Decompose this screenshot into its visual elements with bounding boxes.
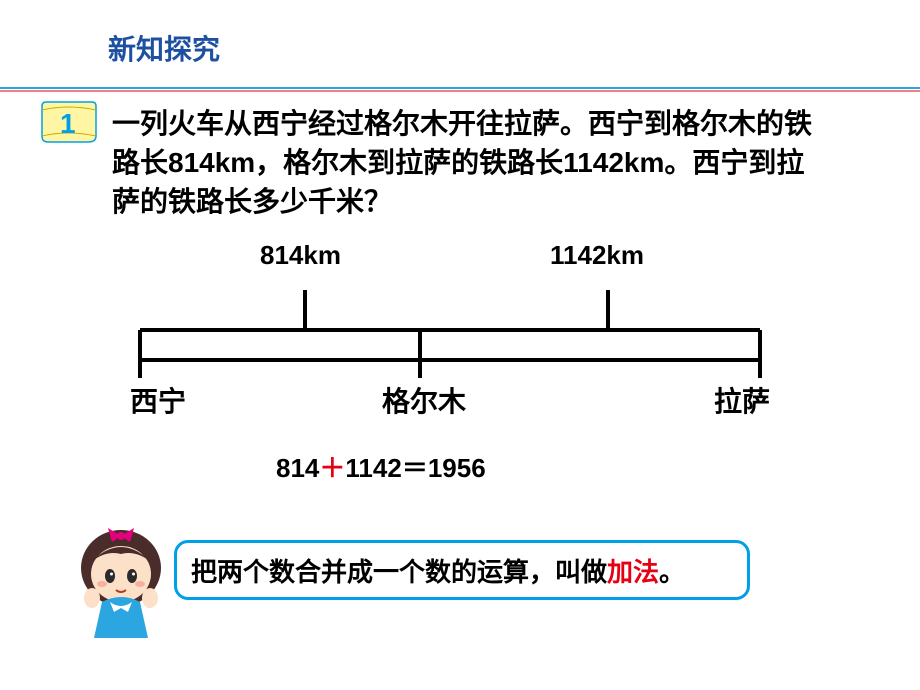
- distance-label-2: 1142km: [550, 240, 644, 271]
- problem-statement: 一列火车从西宁经过格尔木开往拉萨。西宁到格尔木的铁路长814km，格尔木到拉萨的…: [112, 104, 832, 222]
- equation: 814＋1142＝1956: [276, 448, 486, 485]
- definition-highlight: 加法: [607, 557, 659, 587]
- definition-text: 把两个数合并成一个数的运算，叫做加法。: [191, 552, 685, 589]
- section-title: 新知探究: [108, 28, 220, 68]
- eq-op: ＋: [319, 453, 345, 483]
- divider-line: [0, 86, 920, 92]
- problem-number: 1: [60, 108, 76, 140]
- character-icon: [66, 520, 176, 640]
- definition-pre: 把两个数合并成一个数的运算，叫做: [191, 557, 607, 587]
- city-label-lasa: 拉萨: [714, 380, 770, 420]
- distance-label-1: 814km: [260, 240, 341, 271]
- city-label-xining: 西宁: [130, 380, 186, 420]
- eq-a: 814: [276, 453, 319, 483]
- eq-b: 1142: [345, 453, 401, 483]
- definition-post: 。: [659, 557, 685, 587]
- city-label-geermu: 格尔木: [382, 380, 466, 420]
- eq-result: 1956: [428, 453, 486, 483]
- definition-box: 把两个数合并成一个数的运算，叫做加法。: [174, 540, 750, 600]
- eq-eq: ＝: [402, 453, 428, 483]
- line-diagram: 814km 1142km 西宁 格尔木 拉萨: [130, 240, 770, 410]
